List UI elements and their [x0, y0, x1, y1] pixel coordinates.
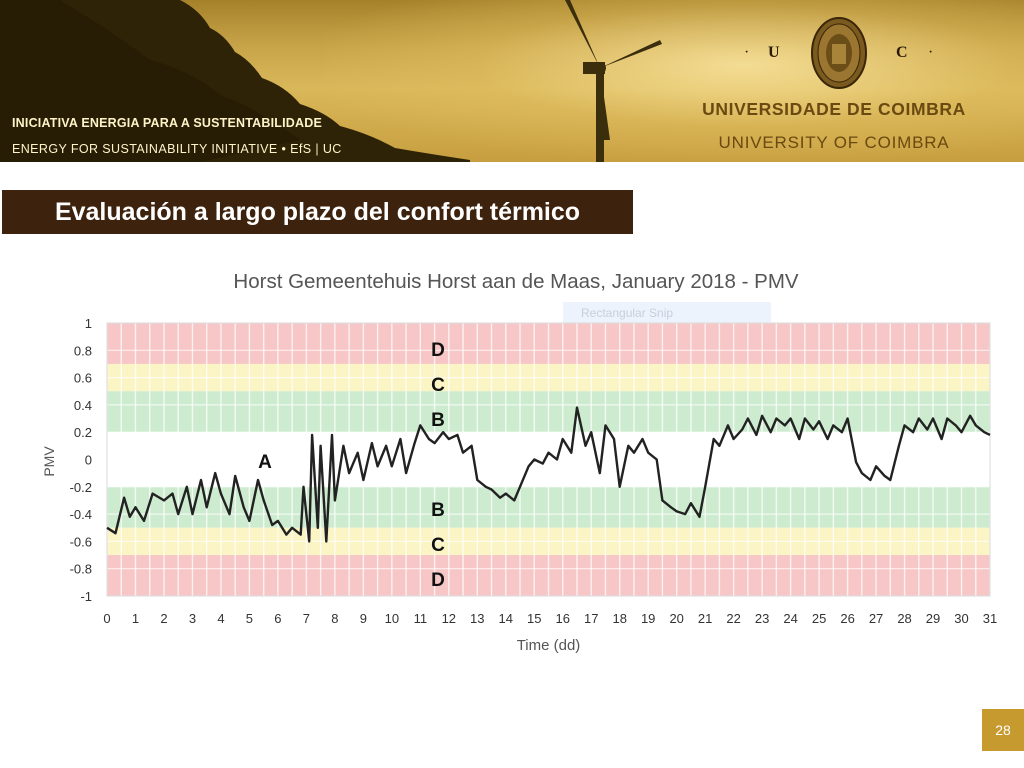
y-tick-label: -0.4 [70, 507, 92, 522]
x-tick-label: 20 [669, 611, 683, 626]
x-tick-label: 30 [954, 611, 968, 626]
x-tick-label: 12 [442, 611, 456, 626]
snip-label: Rectangular Snip [581, 306, 674, 320]
uc-right-letter: C [896, 44, 908, 61]
zone-label-D: D [431, 570, 445, 591]
zone-label-A: A [258, 452, 272, 473]
university-seal-icon [811, 17, 867, 89]
university-name-en: UNIVERSITY OF COIMBRA [718, 133, 950, 152]
header-photo [0, 0, 662, 162]
x-tick-label: 6 [274, 611, 281, 626]
y-tick-label: 0.4 [74, 398, 92, 413]
zone-label-D: D [431, 340, 445, 361]
x-tick-label: 13 [470, 611, 484, 626]
org-name-pt: INICIATIVA ENERGIA PARA A SUSTENTABILIDA… [12, 116, 323, 130]
x-tick-label: 25 [812, 611, 826, 626]
wind-turbine-icon [565, 0, 662, 162]
x-tick-label: 21 [698, 611, 712, 626]
x-tick-label: 14 [499, 611, 513, 626]
uc-left-letter: U [768, 44, 780, 61]
y-tick-label: -0.2 [70, 480, 92, 495]
pmv-chart: 10.80.60.40.20-0.2-0.4-0.6-0.8-10 1 2 3 4 5 6 7… [41, 316, 997, 654]
x-tick-label: 0 [103, 611, 110, 626]
separator-dot: · [744, 44, 750, 61]
x-tick-label: 31 [983, 611, 997, 626]
page-number: 28 [982, 709, 1024, 751]
university-name-pt: UNIVERSIDADE DE COIMBRA [702, 99, 966, 119]
chart-title: Horst Gemeentehuis Horst aan de Maas, Ja… [233, 270, 799, 293]
x-tick-label: 9 [360, 611, 367, 626]
x-tick-label: 10 [385, 611, 399, 626]
x-tick-label: 23 [755, 611, 769, 626]
header-banner: INICIATIVA ENERGIA PARA A SUSTENTABILIDA… [0, 0, 1024, 162]
x-tick-label: 26 [840, 611, 854, 626]
x-tick-label: 1 [132, 611, 139, 626]
x-tick-label: 15 [527, 611, 541, 626]
x-tick-label: 7 [303, 611, 310, 626]
y-tick-label: 1 [85, 316, 92, 331]
plot-area-border [106, 322, 991, 597]
zone-label-B: B [431, 410, 445, 431]
x-tick-label: 24 [783, 611, 797, 626]
x-tick-label: 4 [217, 611, 224, 626]
zone-label-C: C [431, 535, 445, 556]
zone-label-C: C [431, 375, 445, 396]
y-tick-label: -1 [80, 589, 92, 604]
x-tick-label: 2 [160, 611, 167, 626]
y-tick-label: -0.8 [70, 562, 92, 577]
x-tick-label: 8 [331, 611, 338, 626]
x-tick-label: 19 [641, 611, 655, 626]
x-tick-label: 29 [926, 611, 940, 626]
x-axis-label: Time (dd) [517, 637, 581, 654]
x-tick-label: 17 [584, 611, 598, 626]
y-tick-label: 0.2 [74, 425, 92, 440]
x-tick-label: 5 [246, 611, 253, 626]
x-tick-label: 22 [726, 611, 740, 626]
separator-dot: · [928, 44, 934, 61]
x-tick-label: 28 [897, 611, 911, 626]
y-axis-label: PMV [41, 446, 57, 477]
x-tick-label: 16 [556, 611, 570, 626]
y-tick-label: 0 [85, 453, 92, 468]
x-tick-label: 27 [869, 611, 883, 626]
x-tick-label: 11 [414, 611, 428, 626]
y-tick-label: 0.8 [74, 343, 92, 358]
pmv-series-line [106, 406, 991, 543]
y-tick-label: -0.6 [70, 534, 92, 549]
x-tick-label: 3 [189, 611, 196, 626]
x-tick-label: 18 [612, 611, 626, 626]
rectangular-snip-tag: Rectangular Snip [563, 302, 771, 324]
slide-title: Evaluación a largo plazo del confort tér… [2, 190, 633, 234]
y-tick-label: 0.6 [74, 371, 92, 386]
org-name-en: ENERGY FOR SUSTAINABILITY INITIATIVE • E… [12, 142, 342, 156]
zone-label-B: B [431, 500, 445, 521]
